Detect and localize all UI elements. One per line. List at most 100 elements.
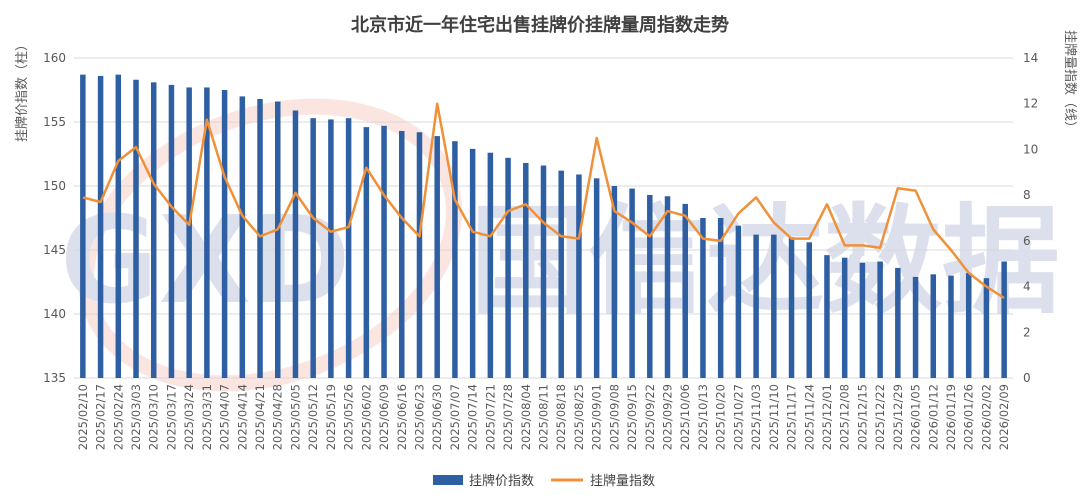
bar xyxy=(381,125,387,378)
bar xyxy=(345,118,352,378)
x-tick-label: 2025/08/04 xyxy=(519,384,533,450)
x-tick-label: 2025/02/24 xyxy=(111,384,125,450)
bar xyxy=(735,225,742,378)
legend: 挂牌价指数 挂牌量指数 xyxy=(433,473,655,489)
bar xyxy=(204,87,210,378)
bar xyxy=(753,234,759,378)
y-right-tick-label: 14 xyxy=(1023,51,1038,65)
bar xyxy=(664,196,671,378)
legend-label-bar: 挂牌价指数 xyxy=(469,473,534,489)
x-tick-label: 2025/12/01 xyxy=(820,384,834,450)
bar xyxy=(611,186,618,378)
bar xyxy=(452,141,458,378)
bar xyxy=(133,79,139,378)
x-tick-label: 2025/10/20 xyxy=(714,384,728,450)
bar xyxy=(505,157,511,378)
y-right-tick-label: 0 xyxy=(1023,371,1031,385)
x-tick-label: 2025/07/14 xyxy=(466,384,480,450)
y-right-tick-label: 10 xyxy=(1023,142,1038,156)
x-tick-label: 2025/03/10 xyxy=(147,384,161,450)
bar xyxy=(859,262,866,378)
y-axis-right: 0 2 4 6 8 10 12 14 xyxy=(1023,51,1038,385)
x-tick-label: 2025/07/07 xyxy=(448,384,462,450)
bar xyxy=(523,162,529,378)
x-tick-label: 2025/12/15 xyxy=(855,384,869,450)
y-right-tick-label: 8 xyxy=(1023,188,1031,202)
bar xyxy=(948,275,954,378)
bar xyxy=(80,74,86,378)
bar xyxy=(806,242,813,378)
line-series xyxy=(82,102,1005,300)
bar xyxy=(717,218,724,378)
bar xyxy=(647,194,653,378)
y-axis-left-label: 挂牌价指数（柱） xyxy=(14,38,30,142)
y-left-tick-label: 145 xyxy=(43,243,66,257)
bar xyxy=(983,278,990,378)
svg-text:国信达数据: 国信达数据 xyxy=(470,192,1060,330)
bar xyxy=(257,98,263,379)
x-tick-label: 2025/03/03 xyxy=(129,384,143,450)
x-tick-label: 2025/10/13 xyxy=(696,384,710,450)
bar xyxy=(965,273,972,378)
x-tick-label: 2025/06/23 xyxy=(412,384,426,450)
y-left-tick-label: 155 xyxy=(43,115,66,129)
y-left-tick-label: 160 xyxy=(43,51,66,65)
y-left-tick-label: 135 xyxy=(43,371,66,385)
bar xyxy=(824,255,830,378)
bar xyxy=(487,152,494,378)
bar xyxy=(416,132,423,378)
bar xyxy=(150,82,157,378)
bar xyxy=(788,237,795,378)
x-tick-label: 2025/10/06 xyxy=(678,384,692,450)
x-tick-label: 2025/09/22 xyxy=(643,384,657,450)
x-tick-label: 2025/09/15 xyxy=(625,384,639,450)
bar xyxy=(629,188,635,378)
x-tick-label: 2025/07/28 xyxy=(501,384,515,450)
x-tick-label: 2025/10/27 xyxy=(731,384,745,450)
bar xyxy=(700,218,706,378)
x-tick-label: 2025/08/25 xyxy=(572,384,586,450)
x-tick-label: 2025/02/10 xyxy=(76,384,90,450)
bar xyxy=(593,178,600,378)
x-tick-label: 2025/12/22 xyxy=(873,384,887,450)
bar xyxy=(310,118,316,378)
chart-title: 北京市近一年住宅出售挂牌价挂牌量周指数走势 xyxy=(351,14,729,36)
bar xyxy=(292,110,299,378)
bar xyxy=(239,96,246,379)
x-tick-label: 2025/05/12 xyxy=(306,384,320,450)
bar xyxy=(877,261,883,378)
x-tick-label: 2026/01/12 xyxy=(926,384,940,450)
x-tick-label: 2025/11/24 xyxy=(802,384,816,450)
bar xyxy=(274,101,281,379)
bar xyxy=(469,148,476,378)
bar-series xyxy=(80,74,1007,379)
x-tick-label: 2025/12/08 xyxy=(838,384,852,450)
bar xyxy=(399,130,405,378)
x-tick-label: 2026/01/05 xyxy=(909,384,923,450)
bar xyxy=(576,174,582,378)
bar xyxy=(97,75,104,379)
x-tick-label: 2026/02/09 xyxy=(997,384,1011,450)
y-right-tick-label: 4 xyxy=(1023,280,1031,294)
bar xyxy=(682,203,688,378)
x-tick-label: 2025/09/29 xyxy=(661,384,675,450)
y-axis-left: 135 140 145 150 155 160 xyxy=(43,51,66,385)
x-tick-label: 2025/12/29 xyxy=(891,384,905,450)
x-tick-label: 2025/04/21 xyxy=(253,384,267,450)
watermark-logo: GXD 国信达数据 xyxy=(60,98,1060,392)
x-tick-label: 2025/05/26 xyxy=(342,384,356,450)
x-tick-label: 2025/05/19 xyxy=(324,384,338,450)
x-tick-label: 2025/04/28 xyxy=(271,384,285,450)
x-tick-label: 2026/02/02 xyxy=(979,384,993,450)
x-tick-label: 2026/01/19 xyxy=(944,384,958,450)
bar xyxy=(221,90,228,378)
x-tick-label: 2025/09/01 xyxy=(590,384,604,450)
x-tick-label: 2025/03/17 xyxy=(164,384,178,450)
x-tick-label: 2025/04/07 xyxy=(218,384,232,450)
x-axis: 2025/02/10 2025/02/17 2025/02/24 2025/03/03… xyxy=(76,384,1011,450)
x-tick-label: 2025/11/03 xyxy=(749,384,763,450)
x-tick-label: 2025/03/24 xyxy=(182,384,196,450)
y-right-tick-label: 12 xyxy=(1023,97,1038,111)
x-tick-label: 2026/01/26 xyxy=(962,384,976,450)
bar xyxy=(115,74,122,378)
